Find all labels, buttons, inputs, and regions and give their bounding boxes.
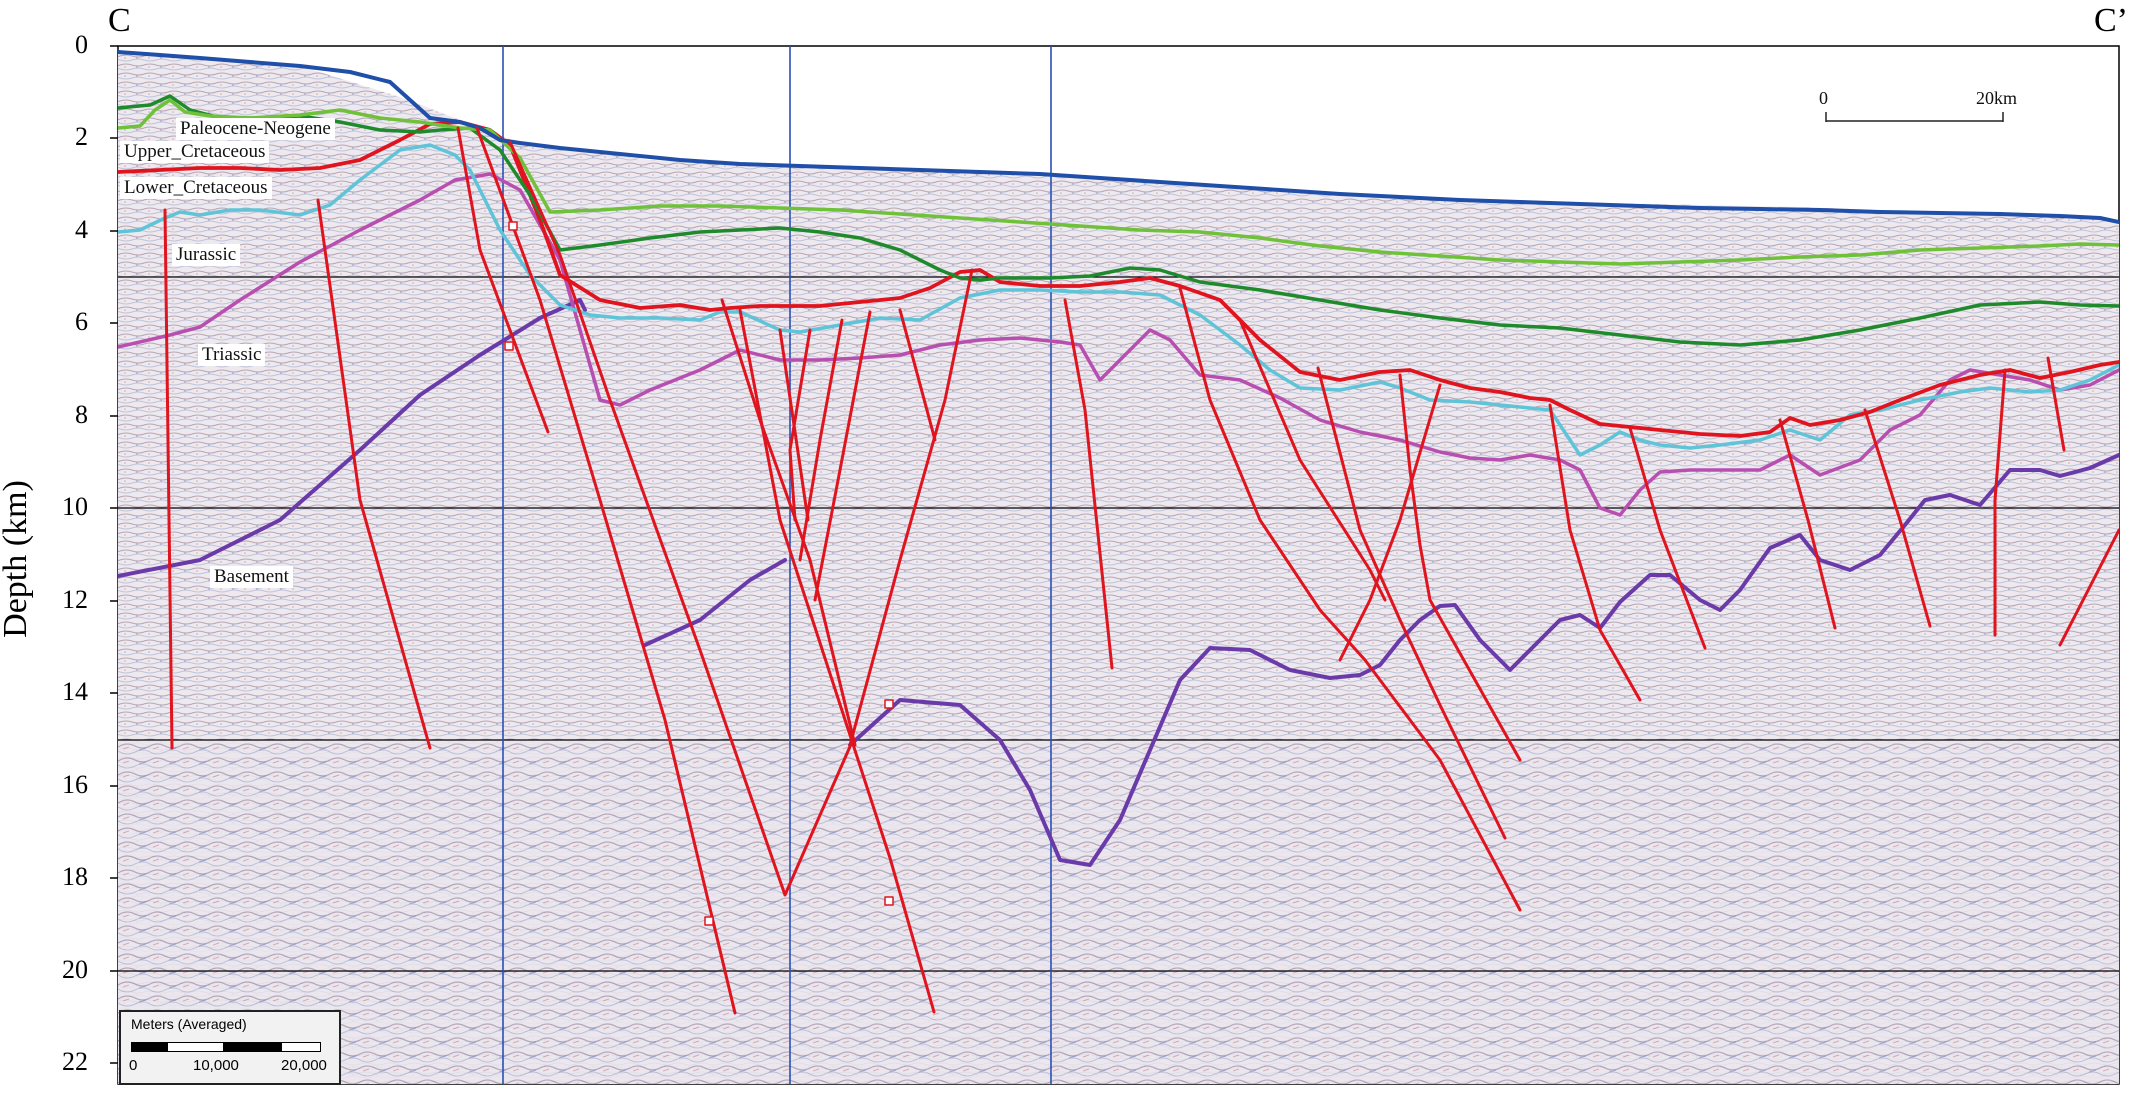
fault xyxy=(1398,373,1522,762)
fault xyxy=(1993,368,2007,637)
fault xyxy=(1063,298,1114,670)
fault xyxy=(898,308,937,442)
y-axis-title: Depth (km) xyxy=(0,480,34,638)
unit-label-jurassic: Jurassic xyxy=(172,244,241,266)
fault xyxy=(2046,356,2066,452)
fault xyxy=(1178,286,1522,912)
meters-scale-inset: Meters (Averaged) 0 10,000 20,000 xyxy=(119,1010,341,1085)
scale-bar-segment xyxy=(167,1042,224,1052)
y-tick-label: 4 xyxy=(75,215,88,244)
seafloor-horizon xyxy=(118,50,2119,224)
fault xyxy=(813,310,872,602)
fault xyxy=(1628,426,1707,650)
y-tick-label: 14 xyxy=(62,677,88,706)
fault xyxy=(2058,528,2119,647)
depth-gridlines xyxy=(118,276,2119,972)
jurassic-horizon xyxy=(118,172,2119,517)
y-tick-label: 0 xyxy=(75,30,88,59)
y-tick-label: 16 xyxy=(62,770,88,799)
fault xyxy=(1338,383,1442,662)
fault xyxy=(788,328,812,522)
unit-label-triassic: Triassic xyxy=(198,344,266,366)
y-tick-marks xyxy=(110,45,118,1064)
y-tick-label: 10 xyxy=(62,492,88,521)
fault xyxy=(1778,418,1837,630)
y-tick-label: 20 xyxy=(62,955,88,984)
fault xyxy=(1316,366,1507,840)
fault xyxy=(163,208,174,750)
y-tick-label: 18 xyxy=(62,862,88,891)
fault xyxy=(1548,403,1642,702)
deep-seismic-texture xyxy=(118,740,2119,1084)
section-markers xyxy=(502,46,1052,1084)
lower-cretaceous-horizon xyxy=(118,143,2119,457)
y-tick-label: 22 xyxy=(62,1047,88,1076)
fault xyxy=(508,140,854,897)
unit-label-lower-cretaceous: Lower_Cretaceous xyxy=(120,177,272,199)
fault xyxy=(848,268,974,747)
neogene-horizon xyxy=(118,98,2119,266)
y-tick-label: 8 xyxy=(75,400,88,429)
top-scale-start: 0 xyxy=(1819,88,1828,108)
scale-bar-segment xyxy=(131,1042,167,1052)
fault xyxy=(1863,408,1932,628)
fault xyxy=(720,298,857,747)
fault xyxy=(1238,318,1387,602)
scale-bar-segment xyxy=(224,1042,281,1052)
fault xyxy=(738,308,936,1014)
unit-label-upper-cretaceous: Upper_Cretaceous xyxy=(120,141,270,163)
y-tick-label: 2 xyxy=(75,122,88,151)
fault xyxy=(798,318,844,562)
unit-label-basement: Basement xyxy=(210,566,293,588)
scale-inset-tick: 0 xyxy=(129,1057,138,1074)
scale-inset-tick: 10,000 xyxy=(193,1057,239,1074)
paleogene-horizon xyxy=(118,94,2119,347)
fault xyxy=(316,198,432,750)
top-scale-bar xyxy=(1825,112,2004,122)
fault xyxy=(456,126,550,434)
y-tick-label: 12 xyxy=(62,585,88,614)
plot-area xyxy=(117,45,2120,1085)
section-end-label: C’ xyxy=(2094,2,2128,39)
y-tick-label: 6 xyxy=(75,307,88,336)
point-markers xyxy=(504,221,894,926)
scale-inset-title: Meters (Averaged) xyxy=(131,1016,247,1032)
scale-inset-tick: 20,000 xyxy=(281,1057,327,1074)
section-start-label: C xyxy=(108,2,131,39)
fault xyxy=(475,126,737,1015)
unit-label-paleocene-neogene: Paleocene-Neogene xyxy=(176,118,335,140)
faults xyxy=(163,126,2119,1015)
top-scale-end: 20km xyxy=(1976,88,2018,108)
scale-bar-segment xyxy=(281,1042,321,1052)
